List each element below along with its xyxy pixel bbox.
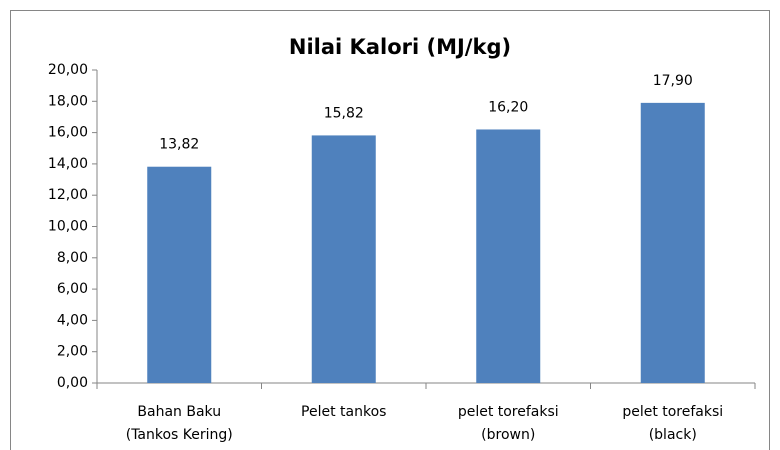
bar (476, 129, 541, 383)
y-tick-label: 0,00 (57, 375, 88, 391)
y-tick-label: 6,00 (57, 281, 88, 297)
value-label: 17,90 (653, 73, 693, 89)
x-tick-label: Pelet tankos (301, 404, 386, 420)
value-label: 15,82 (324, 105, 364, 121)
x-tick-label: pelet torefaksi (black) (622, 404, 723, 443)
y-tick-label: 2,00 (57, 344, 88, 360)
x-tick-label: Bahan Baku (Tankos Kering) (126, 404, 233, 443)
chart-title: Nilai Kalori (MJ/kg) (289, 35, 511, 59)
value-label: 16,20 (488, 99, 528, 115)
bar (147, 166, 212, 383)
bar (640, 102, 705, 384)
y-tick-label: 20,00 (48, 62, 88, 78)
y-tick-label: 14,00 (48, 156, 88, 172)
y-tick-label: 18,00 (48, 93, 88, 109)
value-label: 13,82 (159, 137, 199, 153)
x-tick-label: pelet torefaksi (brown) (458, 404, 559, 443)
y-tick-label: 8,00 (57, 250, 88, 266)
y-tick-label: 10,00 (48, 219, 88, 235)
y-tick-label: 12,00 (48, 187, 88, 203)
bar (311, 135, 376, 383)
y-tick-label: 4,00 (57, 312, 88, 328)
y-tick-label: 16,00 (48, 125, 88, 141)
